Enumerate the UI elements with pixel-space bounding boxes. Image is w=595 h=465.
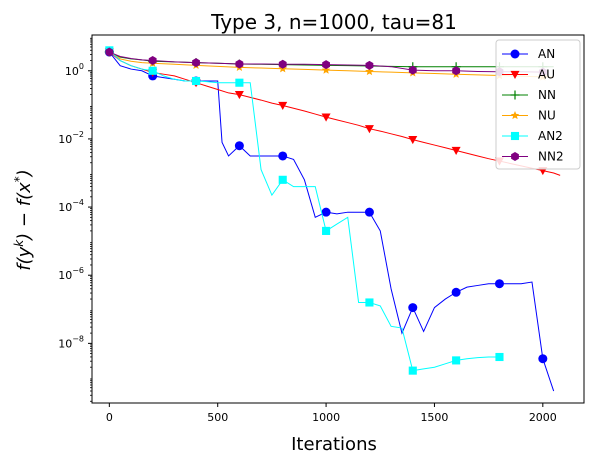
data-point — [278, 101, 288, 111]
data-point — [148, 56, 157, 66]
series-line — [108, 49, 500, 372]
y-tick-base: 10 — [58, 269, 72, 282]
y-tick-label: 10−8 — [58, 334, 84, 350]
data-point — [365, 298, 374, 307]
data-point — [321, 113, 331, 122]
data-point — [452, 66, 461, 76]
data-point — [408, 65, 417, 75]
y-tick-base: 10 — [58, 201, 72, 214]
y-tick-label: 10−4 — [58, 198, 84, 214]
legend-item-nn: NN — [502, 88, 556, 102]
x-axis-label: Iterations — [291, 434, 377, 455]
legend-label: NN2 — [538, 150, 564, 164]
data-point — [408, 136, 418, 145]
y-tick-base: 10 — [58, 337, 72, 350]
legend-marker — [510, 90, 520, 100]
y-tick-exponent: 0 — [79, 62, 84, 71]
chart-title: Type 3, n=1000, tau=81 — [210, 10, 457, 34]
data-point — [322, 226, 331, 235]
data-point — [321, 65, 331, 74]
legend-item-nn2: NN2 — [502, 150, 564, 164]
axes-frame — [91, 34, 585, 404]
data-point — [105, 47, 114, 57]
y-label-part: f(y — [14, 246, 35, 270]
legend-label: NN — [538, 88, 556, 102]
series-nn2 — [105, 47, 547, 77]
data-point — [365, 60, 374, 70]
series-an — [104, 47, 555, 392]
y-tick-base: 10 — [65, 65, 79, 78]
data-point — [278, 175, 287, 184]
y-label-sup: k — [12, 239, 26, 247]
data-point — [365, 66, 374, 76]
legend-marker — [511, 152, 519, 161]
y-tick-exponent: −6 — [72, 266, 84, 275]
x-tick-label: 1500 — [420, 411, 448, 424]
y-tick-exponent: −4 — [72, 198, 84, 207]
legend-marker — [510, 49, 520, 59]
y-tick-label: 100 — [65, 62, 84, 78]
data-point — [235, 78, 244, 87]
legend-item-au: AU — [502, 68, 555, 82]
data-point — [408, 303, 418, 313]
data-point — [192, 58, 200, 68]
data-point — [494, 279, 504, 289]
legend-label: AU — [538, 68, 555, 82]
y-label-part: ) − f(x — [14, 182, 35, 242]
legend-marker — [510, 111, 520, 120]
x-axis-ticks: 0 500 1000 1500 2000 — [106, 403, 557, 424]
legend-item-an2: AN2 — [502, 129, 563, 143]
x-tick-label: 0 — [106, 411, 113, 424]
data-point — [148, 66, 157, 75]
data-point — [235, 59, 244, 69]
legend-marker — [510, 70, 520, 79]
y-label-sup: * — [12, 176, 26, 182]
legend-item-an: AN — [502, 47, 555, 61]
y-axis-label: f(yk) − f(x*) — [12, 169, 35, 271]
data-point — [451, 287, 461, 297]
data-point — [538, 354, 548, 364]
y-tick-exponent: −8 — [72, 334, 84, 343]
data-point — [452, 356, 461, 365]
data-point — [278, 151, 288, 161]
y-tick-exponent: −2 — [72, 130, 84, 139]
x-tick-label: 500 — [207, 411, 228, 424]
series-nn — [104, 47, 554, 72]
legend-label: NU — [538, 109, 556, 123]
legend-marker — [510, 131, 520, 141]
data-point — [495, 352, 504, 362]
series-line — [108, 51, 555, 392]
legend-label: AN2 — [538, 129, 563, 143]
y-label-part: ) — [14, 169, 35, 178]
series-line — [109, 51, 561, 176]
y-tick-label: 10−2 — [58, 130, 84, 146]
y-tick-base: 10 — [58, 133, 72, 146]
data-point — [278, 59, 287, 69]
legend-label: AN — [538, 47, 555, 61]
series-an2 — [105, 46, 504, 375]
data-point — [364, 207, 374, 217]
data-point — [191, 76, 201, 86]
series-au — [104, 48, 561, 176]
plot-area — [104, 46, 561, 392]
data-point — [234, 141, 244, 151]
y-tick-label: 10−6 — [58, 266, 84, 282]
legend: AN AU NN NU AN2 NN2 — [495, 39, 581, 170]
data-point — [321, 207, 331, 217]
x-tick-label: 2000 — [529, 411, 557, 424]
legend-item-nu: NU — [502, 109, 556, 123]
data-point — [451, 146, 461, 156]
data-point — [234, 91, 244, 100]
x-tick-label: 1000 — [312, 411, 340, 424]
data-point — [322, 60, 330, 70]
data-point — [364, 125, 374, 134]
data-point — [408, 366, 417, 375]
